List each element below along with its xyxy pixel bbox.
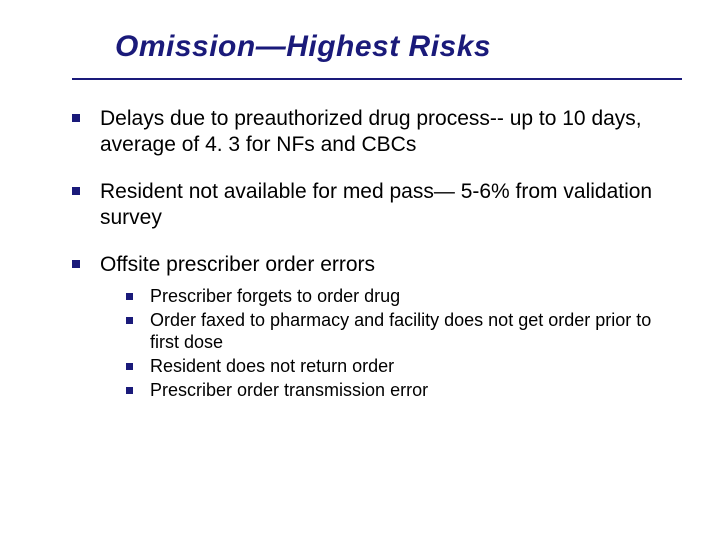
list-item: Offsite prescriber order errors Prescrib… (72, 252, 670, 401)
title-block: Omission—Highest Risks (50, 30, 670, 64)
bullet-text: Resident does not return order (150, 356, 394, 376)
list-item: Prescriber order transmission error (126, 380, 670, 402)
bullet-text: Prescriber order transmission error (150, 380, 428, 400)
list-item: Order faxed to pharmacy and facility doe… (126, 310, 670, 354)
bullet-text: Prescriber forgets to order drug (150, 286, 400, 306)
slide-title: Omission—Highest Risks (115, 30, 670, 64)
slide: Omission—Highest Risks Delays due to pre… (0, 0, 720, 540)
list-item: Resident does not return order (126, 356, 670, 378)
bullet-text: Offsite prescriber order errors (100, 253, 375, 276)
main-bullet-list: Delays due to preauthorized drug process… (72, 106, 670, 402)
list-item: Resident not available for med pass— 5-6… (72, 179, 670, 230)
content-area: Delays due to preauthorized drug process… (50, 80, 670, 402)
bullet-text: Delays due to preauthorized drug process… (100, 107, 642, 156)
bullet-text: Order faxed to pharmacy and facility doe… (150, 310, 651, 352)
list-item: Prescriber forgets to order drug (126, 286, 670, 308)
list-item: Delays due to preauthorized drug process… (72, 106, 670, 157)
sub-bullet-list: Prescriber forgets to order drug Order f… (126, 286, 670, 402)
bullet-text: Resident not available for med pass— 5-6… (100, 180, 652, 229)
